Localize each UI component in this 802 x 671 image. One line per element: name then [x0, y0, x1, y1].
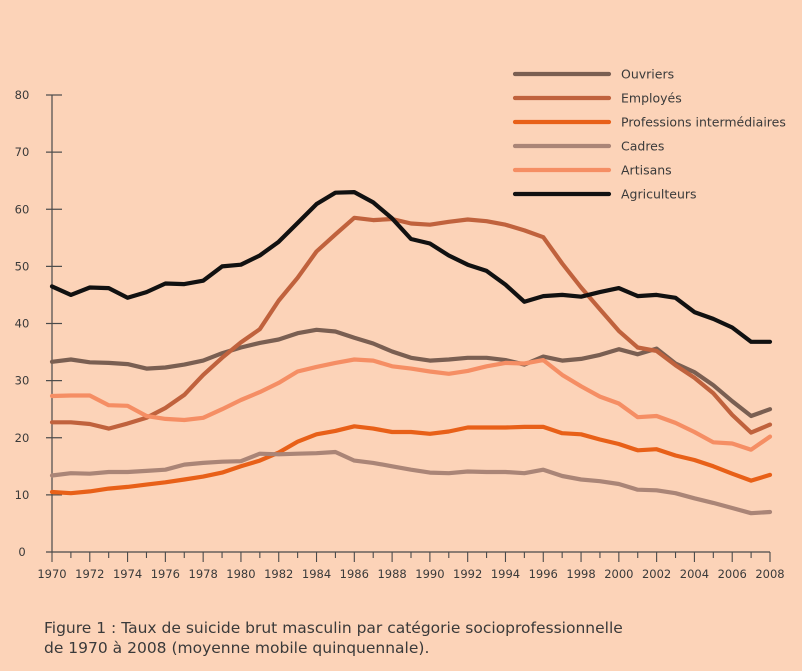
x-tick-label: 1982	[264, 567, 293, 581]
legend-label: Agriculteurs	[621, 187, 697, 202]
series-line-employes	[49, 215, 773, 435]
x-tick-label: 2006	[718, 567, 747, 581]
x-axis: 1970 1972 1974 1976 1978 1980 1982 1984 1986 1988…	[37, 551, 785, 581]
y-tick-label: 20	[15, 431, 30, 445]
x-tick-label: 2000	[604, 567, 633, 581]
y-tick-label: 0	[18, 545, 25, 559]
x-tick-label: 1994	[491, 567, 520, 581]
y-tick-label: 50	[15, 259, 30, 273]
x-tick-label: 1970	[37, 567, 66, 581]
x-tick-label: 1990	[415, 567, 444, 581]
x-tick-label: 1996	[529, 567, 558, 581]
x-tick-label: 1986	[340, 567, 369, 581]
y-tick-label: 80	[15, 88, 30, 102]
y-tick-label: 70	[15, 145, 30, 159]
caption-line-2: de 1970 à 2008 (moyenne mobile quinquenn…	[44, 639, 430, 657]
legend-label: Artisans	[621, 163, 672, 178]
figure-caption: Figure 1 : Taux de suicide brut masculin…	[44, 618, 623, 658]
x-tick-label: 2004	[680, 567, 709, 581]
y-axis: 0 10 20 30 40 50 60 70 80	[15, 88, 62, 559]
legend-label: Cadres	[621, 139, 664, 154]
y-tick-label: 30	[15, 374, 30, 388]
x-tick-label: 1978	[189, 567, 218, 581]
x-tick-label: 1974	[113, 567, 142, 581]
y-tick-label: 60	[15, 202, 30, 216]
legend-label: Professions intermédiaires	[621, 115, 786, 130]
x-tick-label: 1976	[151, 567, 180, 581]
series-line-artisans	[49, 357, 773, 452]
x-tick-label: 1998	[566, 567, 595, 581]
series-line-cadres	[49, 449, 773, 516]
legend: Ouvriers Employés Professions intermédiair…	[512, 67, 786, 202]
series-line-agriculteurs	[49, 190, 773, 344]
x-tick-label: 1988	[377, 567, 406, 581]
x-tick-label: 2008	[755, 567, 784, 581]
legend-label: Ouvriers	[621, 67, 674, 82]
series-lines	[49, 190, 773, 516]
series-line-professions-intermediaires	[49, 424, 773, 496]
x-tick-label: 1984	[302, 567, 331, 581]
legend-label: Employés	[621, 91, 682, 106]
x-tick-label: 1992	[453, 567, 482, 581]
x-tick-label: 1980	[226, 567, 255, 581]
series-line-ouvriers	[49, 327, 773, 419]
y-tick-label: 10	[15, 488, 30, 502]
caption-line-1: Figure 1 : Taux de suicide brut masculin…	[44, 619, 623, 637]
x-tick-label: 2002	[642, 567, 671, 581]
x-tick-label: 1972	[75, 567, 104, 581]
y-tick-label: 40	[15, 317, 30, 331]
